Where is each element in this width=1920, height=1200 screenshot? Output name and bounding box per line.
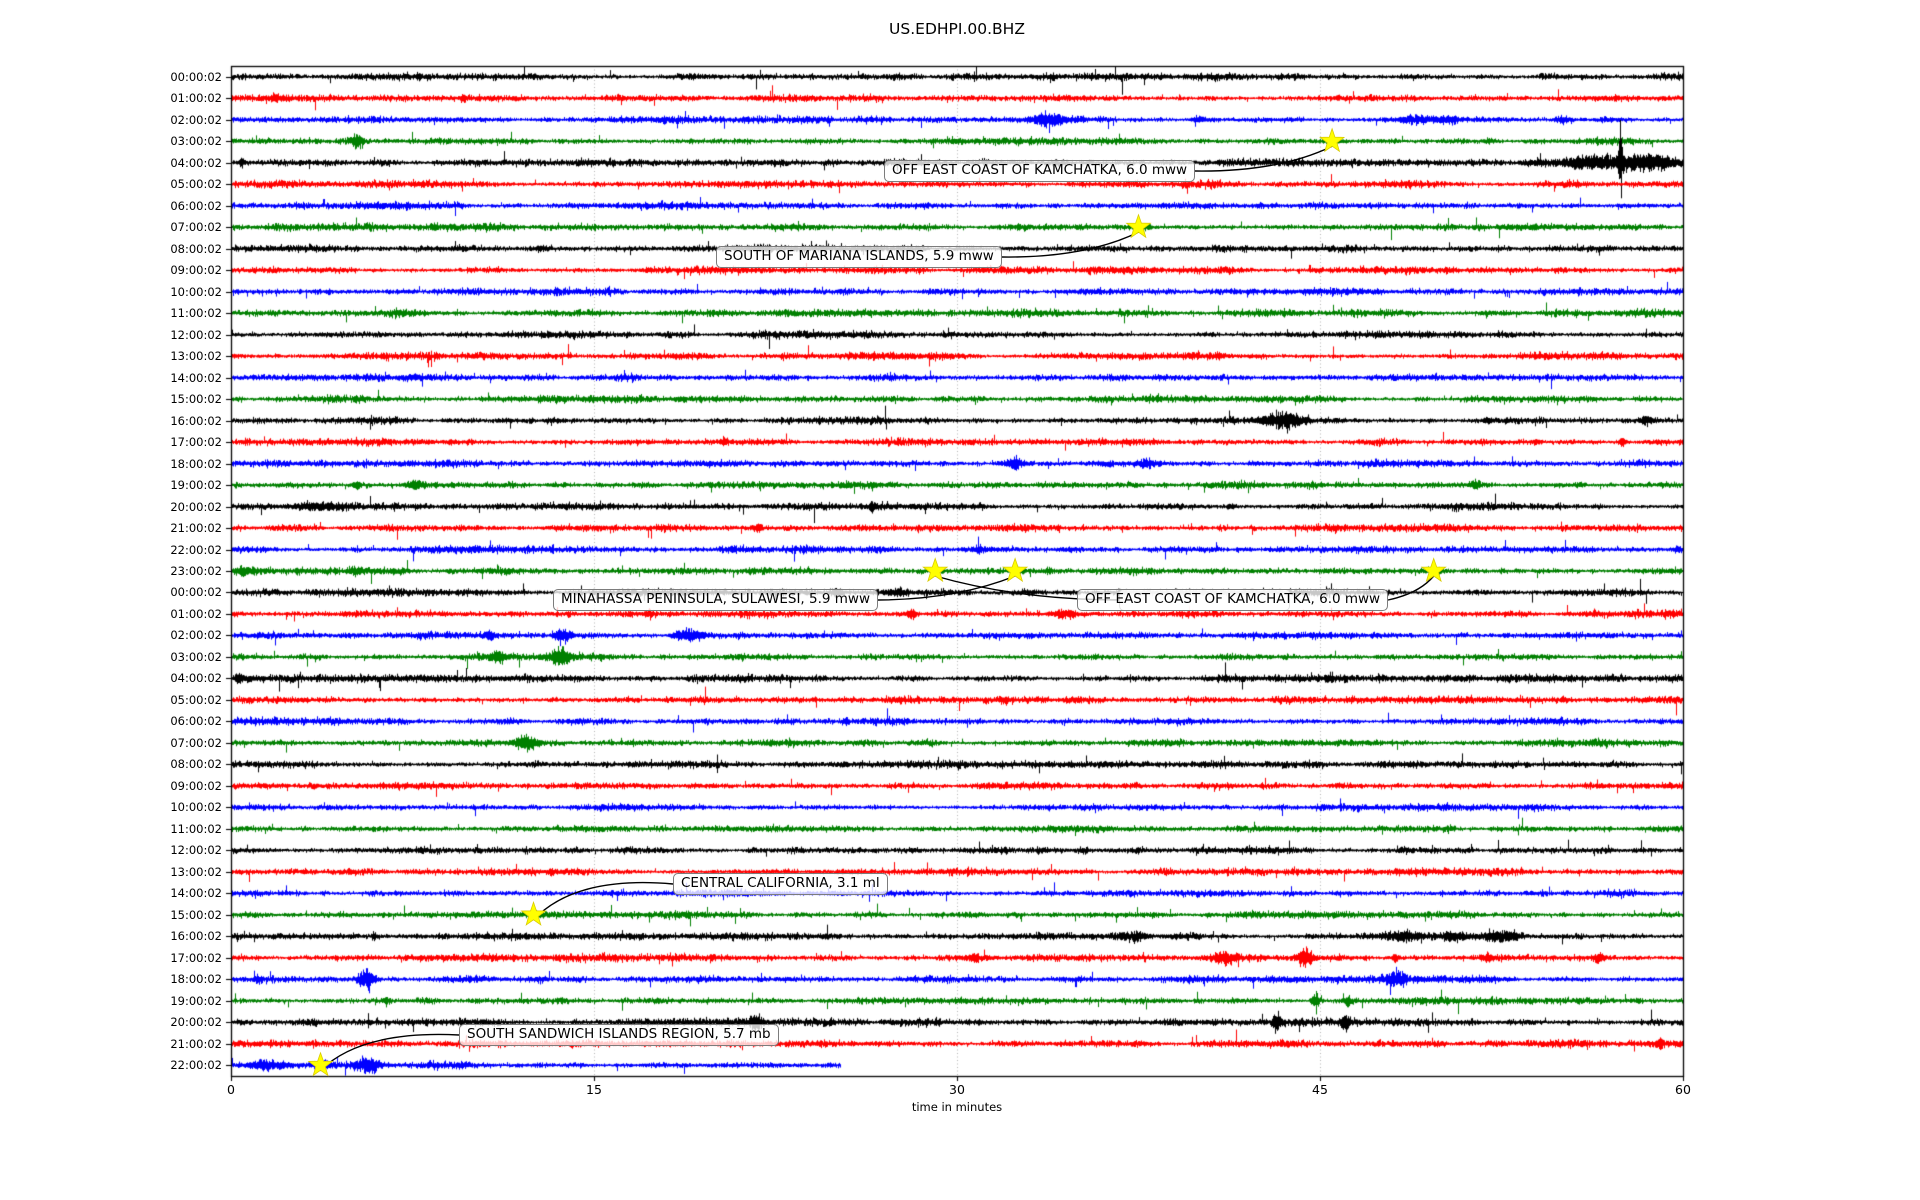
trace-row-label: 11:00:02 bbox=[170, 306, 222, 321]
trace-row-label: 07:00:02 bbox=[170, 735, 222, 750]
trace-row-label: 00:00:02 bbox=[170, 69, 222, 84]
event-star-icon bbox=[307, 1051, 334, 1077]
trace-row-label: 21:00:02 bbox=[170, 1036, 222, 1051]
trace-row-label: 18:00:02 bbox=[170, 972, 222, 987]
trace-row-label: 12:00:02 bbox=[170, 843, 222, 858]
trace-row-label: 16:00:02 bbox=[170, 929, 222, 944]
trace-row-label: 22:00:02 bbox=[170, 1058, 222, 1073]
trace-row-label: 03:00:02 bbox=[170, 134, 222, 149]
trace-row-label: 15:00:02 bbox=[170, 392, 222, 407]
trace-row-label: 02:00:02 bbox=[170, 112, 222, 127]
event-annotation: SOUTH OF MARIANA ISLANDS, 5.9 mww bbox=[716, 246, 1002, 268]
event-leader-line bbox=[320, 1033, 460, 1071]
trace-row-label: 07:00:02 bbox=[170, 220, 222, 235]
trace-row-label: 08:00:02 bbox=[170, 241, 222, 256]
trace-row-label: 14:00:02 bbox=[170, 370, 222, 385]
trace-row-label: 19:00:02 bbox=[170, 993, 222, 1008]
trace-row-label: 15:00:02 bbox=[170, 907, 222, 922]
event-annotation: CENTRAL CALIFORNIA, 3.1 ml bbox=[673, 873, 888, 895]
trace-row-label: 04:00:02 bbox=[170, 155, 222, 170]
trace-row-label: 08:00:02 bbox=[170, 757, 222, 772]
trace-row-label: 11:00:02 bbox=[170, 821, 222, 836]
trace-row-label: 05:00:02 bbox=[170, 177, 222, 192]
trace-row-label: 09:00:02 bbox=[170, 778, 222, 793]
trace-row-label: 12:00:02 bbox=[170, 327, 222, 342]
event-leader-line bbox=[1387, 575, 1435, 601]
event-star-icon bbox=[520, 901, 547, 926]
trace-row-label: 10:00:02 bbox=[170, 800, 222, 815]
trace-row-label: 17:00:02 bbox=[170, 950, 222, 965]
trace-row-label: 09:00:02 bbox=[170, 263, 222, 278]
event-annotation: MINAHASSA PENINSULA, SULAWESI, 5.9 mww bbox=[553, 589, 878, 611]
trace-row-label: 03:00:02 bbox=[170, 649, 222, 664]
trace-row-label: 19:00:02 bbox=[170, 478, 222, 493]
x-tick-label: 60 bbox=[1675, 1082, 1691, 1097]
event-leader-line bbox=[1194, 145, 1333, 172]
x-axis-title: time in minutes bbox=[911, 1100, 1003, 1114]
trace-row-label: 06:00:02 bbox=[170, 714, 222, 729]
trace-row-label: 13:00:02 bbox=[170, 349, 222, 364]
event-leader-line bbox=[1001, 231, 1139, 258]
trace-row-label: 22:00:02 bbox=[170, 542, 222, 557]
x-tick-label: 45 bbox=[1312, 1082, 1328, 1097]
trace-row-label: 01:00:02 bbox=[170, 606, 222, 621]
x-tick-label: 15 bbox=[586, 1082, 602, 1097]
trace-row-label: 16:00:02 bbox=[170, 413, 222, 428]
x-tick-label: 0 bbox=[227, 1082, 235, 1097]
event-star-icon bbox=[1420, 557, 1447, 583]
event-annotation: SOUTH SANDWICH ISLANDS REGION, 5.7 mb bbox=[459, 1024, 779, 1046]
event-star-icon bbox=[922, 557, 949, 583]
event-annotation: OFF EAST COAST OF KAMCHATKA, 6.0 mww bbox=[884, 160, 1196, 182]
trace-row-label: 18:00:02 bbox=[170, 456, 222, 471]
trace-row-label: 05:00:02 bbox=[170, 692, 222, 707]
event-annotation: OFF EAST COAST OF KAMCHATKA, 6.0 mww bbox=[1077, 589, 1389, 611]
event-leader-line bbox=[532, 881, 674, 921]
trace-row-label: 04:00:02 bbox=[170, 671, 222, 686]
trace-row-label: 20:00:02 bbox=[170, 499, 222, 514]
trace-row-label: 14:00:02 bbox=[170, 886, 222, 901]
event-star-icon bbox=[1002, 557, 1029, 583]
trace-row-label: 06:00:02 bbox=[170, 198, 222, 213]
trace-row-label: 00:00:02 bbox=[170, 585, 222, 600]
trace-row-label: 02:00:02 bbox=[170, 628, 222, 643]
event-star-icon bbox=[1319, 127, 1346, 153]
trace-row-label: 01:00:02 bbox=[170, 91, 222, 106]
x-tick-label: 30 bbox=[949, 1082, 965, 1097]
trace-row-label: 23:00:02 bbox=[170, 564, 222, 578]
event-leader-line bbox=[877, 575, 1016, 601]
event-star-icon bbox=[1125, 213, 1152, 239]
trace-row-label: 10:00:02 bbox=[170, 284, 222, 299]
trace-row-label: 17:00:02 bbox=[170, 435, 222, 450]
trace-row-label: 13:00:02 bbox=[170, 864, 222, 879]
trace-row-label: 21:00:02 bbox=[170, 521, 222, 536]
trace-row-label: 20:00:02 bbox=[170, 1015, 222, 1030]
